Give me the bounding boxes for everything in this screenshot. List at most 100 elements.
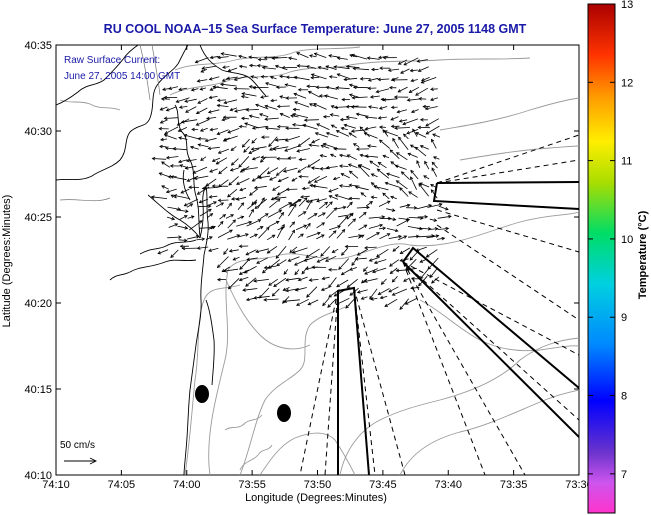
current-arrow bbox=[370, 173, 378, 178]
current-arrow bbox=[436, 236, 446, 241]
current-arrow bbox=[261, 266, 270, 274]
current-arrow bbox=[380, 278, 387, 285]
current-arrow bbox=[320, 287, 329, 291]
current-arrow bbox=[343, 123, 357, 129]
current-arrow bbox=[348, 170, 359, 179]
current-arrow bbox=[206, 201, 217, 207]
current-arrow bbox=[345, 64, 360, 69]
current-arrow bbox=[193, 175, 209, 180]
current-arrow bbox=[396, 109, 407, 114]
current-arrow bbox=[289, 221, 296, 228]
current-arrow bbox=[227, 128, 240, 134]
current-arrow bbox=[285, 187, 298, 192]
current-arrow bbox=[227, 278, 240, 290]
current-arrow bbox=[209, 127, 218, 132]
current-arrow bbox=[170, 194, 177, 199]
current-arrow bbox=[246, 257, 258, 261]
current-arrow bbox=[406, 98, 420, 102]
current-arrow bbox=[316, 234, 325, 240]
current-arrow bbox=[275, 167, 287, 176]
current-arrow bbox=[410, 169, 419, 180]
current-arrow bbox=[308, 143, 320, 147]
current-arrow bbox=[327, 298, 337, 308]
current-arrow bbox=[208, 247, 219, 252]
current-arrow bbox=[279, 202, 292, 210]
current-arrow bbox=[233, 86, 250, 91]
current-arrow bbox=[340, 269, 350, 276]
current-arrow bbox=[186, 235, 200, 240]
current-arrow bbox=[216, 129, 229, 136]
current-arrow bbox=[240, 95, 249, 99]
current-arrow bbox=[221, 117, 230, 122]
current-arrow bbox=[268, 278, 279, 286]
current-arrow bbox=[163, 133, 177, 140]
current-arrow bbox=[325, 201, 333, 209]
current-arrow bbox=[379, 295, 388, 300]
radar-beam bbox=[337, 286, 370, 475]
current-arrow bbox=[226, 76, 238, 80]
current-arrow bbox=[248, 114, 260, 119]
current-arrow bbox=[208, 195, 218, 199]
current-arrow bbox=[177, 127, 188, 132]
current-arrow bbox=[177, 159, 188, 164]
current-arrow bbox=[393, 95, 409, 99]
current-arrow bbox=[234, 108, 249, 113]
x-tick-label: 74:00 bbox=[173, 479, 201, 491]
current-arrow bbox=[430, 87, 438, 91]
current-arrow bbox=[382, 98, 398, 102]
current-arrow bbox=[325, 132, 339, 138]
current-arrow bbox=[170, 175, 187, 181]
radar-coverage-line bbox=[402, 261, 579, 421]
colorbar-tick-label: 10 bbox=[621, 234, 633, 246]
current-arrow bbox=[417, 215, 429, 219]
bathymetry-contour bbox=[399, 389, 579, 475]
current-arrow bbox=[428, 227, 439, 231]
current-arrow bbox=[291, 177, 298, 182]
current-arrow bbox=[307, 299, 319, 306]
current-arrow bbox=[216, 277, 227, 282]
current-arrow bbox=[367, 105, 379, 109]
current-arrow bbox=[297, 166, 307, 173]
current-arrow bbox=[414, 146, 427, 157]
current-arrow bbox=[266, 167, 279, 175]
current-arrow bbox=[369, 288, 378, 300]
x-axis: 74:10 74:05 74:00 73:55 73:50 73:45 73:40 73:35… bbox=[42, 45, 593, 491]
current-arrow bbox=[173, 194, 190, 199]
radar-coverage-line bbox=[436, 209, 579, 253]
current-arrow bbox=[398, 136, 409, 150]
current-arrow bbox=[325, 255, 337, 262]
current-arrow bbox=[169, 164, 180, 168]
current-arrow bbox=[274, 138, 288, 142]
current-arrow bbox=[388, 234, 403, 239]
current-arrow bbox=[251, 138, 257, 144]
current-arrow bbox=[317, 65, 329, 70]
current-arrow bbox=[312, 103, 327, 110]
current-arrow bbox=[328, 277, 337, 289]
current-arrow bbox=[412, 128, 418, 137]
current-arrow bbox=[384, 298, 398, 307]
current-arrow bbox=[176, 209, 189, 213]
current-arrow bbox=[384, 181, 400, 188]
current-arrow bbox=[389, 267, 398, 275]
current-arrow bbox=[160, 97, 170, 101]
current-arrow bbox=[237, 54, 247, 59]
current-arrow bbox=[238, 156, 250, 168]
current-arrow bbox=[358, 224, 368, 231]
current-arrow bbox=[360, 278, 368, 284]
x-tick-label: 73:50 bbox=[304, 479, 332, 491]
current-arrow bbox=[350, 105, 367, 109]
current-arrow bbox=[352, 85, 369, 90]
current-arrow bbox=[239, 259, 249, 270]
coastline-segment bbox=[56, 45, 139, 106]
current-arrow bbox=[397, 86, 408, 93]
y-tick-label: 40:10 bbox=[24, 470, 52, 482]
current-arrow bbox=[378, 200, 391, 207]
current-arrow bbox=[197, 98, 208, 104]
current-arrow bbox=[364, 126, 377, 131]
current-arrow bbox=[322, 297, 330, 307]
current-arrow bbox=[335, 205, 347, 210]
current-arrow bbox=[364, 154, 379, 158]
current-arrow bbox=[333, 65, 350, 70]
current-arrow bbox=[181, 246, 199, 251]
